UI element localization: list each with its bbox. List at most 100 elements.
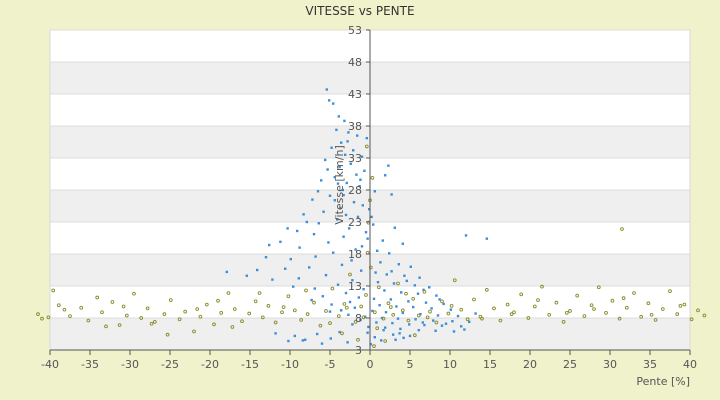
data-point xyxy=(268,243,271,247)
data-point xyxy=(464,234,468,237)
data-point xyxy=(240,319,244,324)
data-point xyxy=(198,314,203,319)
data-point xyxy=(414,318,417,321)
data-point xyxy=(421,321,424,324)
data-point xyxy=(328,310,332,313)
data-point xyxy=(646,301,651,306)
y-tick-label: 18 xyxy=(348,248,362,261)
data-point xyxy=(274,332,277,335)
data-point xyxy=(375,326,380,331)
data-point xyxy=(347,131,350,134)
data-point xyxy=(336,314,341,318)
data-point xyxy=(536,298,540,302)
data-point xyxy=(340,309,343,312)
data-point xyxy=(162,312,167,317)
data-point xyxy=(165,332,170,337)
x-tick-label: 25 xyxy=(563,358,577,371)
data-point xyxy=(299,318,304,322)
data-point xyxy=(253,299,258,304)
data-point xyxy=(449,303,454,308)
data-point xyxy=(526,316,531,320)
data-point xyxy=(292,285,295,288)
x-tick-label: -10 xyxy=(281,358,299,371)
data-point xyxy=(329,337,332,340)
x-tick-label: 35 xyxy=(643,358,657,371)
data-point xyxy=(388,305,393,309)
data-point xyxy=(376,249,379,252)
data-point xyxy=(86,318,91,323)
data-point xyxy=(360,155,364,158)
data-point xyxy=(349,162,352,165)
data-point xyxy=(459,307,464,312)
data-point xyxy=(394,338,397,341)
data-point xyxy=(286,294,291,299)
data-point xyxy=(359,318,362,322)
y-tick-label: 13 xyxy=(348,280,362,293)
data-point xyxy=(428,286,431,289)
data-point xyxy=(344,213,348,217)
data-point xyxy=(195,307,200,311)
data-point xyxy=(369,343,372,346)
data-point xyxy=(532,304,537,309)
data-point xyxy=(682,302,687,307)
data-point xyxy=(540,284,544,289)
data-point xyxy=(367,325,370,329)
data-point xyxy=(412,333,417,338)
data-point xyxy=(333,176,336,179)
data-point xyxy=(121,304,126,309)
x-tick-label: 0 xyxy=(367,358,374,371)
data-point xyxy=(336,283,340,286)
y-tick-label: 48 xyxy=(348,56,362,69)
data-point xyxy=(348,300,352,304)
data-point xyxy=(696,308,700,313)
data-point xyxy=(592,307,596,311)
data-point xyxy=(361,315,366,320)
data-point xyxy=(446,311,451,316)
data-point xyxy=(428,309,432,314)
y-tick-label: 53 xyxy=(348,24,362,37)
data-point xyxy=(132,291,136,296)
y-tick-label: 33 xyxy=(348,152,362,165)
data-point xyxy=(423,323,426,327)
data-point xyxy=(284,267,287,270)
data-point xyxy=(335,128,338,132)
data-point xyxy=(212,322,216,327)
data-point xyxy=(401,242,404,245)
data-point xyxy=(376,280,380,284)
data-point xyxy=(480,316,484,321)
data-point xyxy=(396,317,400,320)
data-point xyxy=(352,200,356,204)
data-point xyxy=(328,321,332,325)
x-tick-label: 15 xyxy=(483,358,497,371)
data-points xyxy=(36,88,707,349)
data-point xyxy=(568,309,572,313)
data-point xyxy=(386,301,391,306)
data-point xyxy=(46,315,51,320)
data-point xyxy=(344,291,348,295)
data-point xyxy=(440,324,444,327)
data-point xyxy=(388,252,391,255)
data-point xyxy=(338,330,341,334)
data-point xyxy=(378,304,381,307)
data-point xyxy=(372,310,377,315)
data-point xyxy=(460,325,463,328)
data-point xyxy=(509,312,514,317)
y-tick-label: 43 xyxy=(348,88,362,101)
data-point xyxy=(406,318,411,323)
data-point xyxy=(444,322,448,325)
data-point xyxy=(384,311,388,314)
data-point xyxy=(348,272,352,277)
data-point xyxy=(564,311,569,315)
data-point xyxy=(582,314,587,318)
data-point xyxy=(391,312,396,317)
data-point xyxy=(245,274,248,277)
data-point xyxy=(344,305,349,310)
data-point xyxy=(351,279,354,282)
data-point xyxy=(368,265,373,270)
data-point xyxy=(438,298,441,301)
data-point xyxy=(474,312,477,315)
data-point xyxy=(451,320,454,323)
data-point xyxy=(389,298,392,301)
data-point xyxy=(346,140,349,143)
data-point xyxy=(430,307,433,310)
